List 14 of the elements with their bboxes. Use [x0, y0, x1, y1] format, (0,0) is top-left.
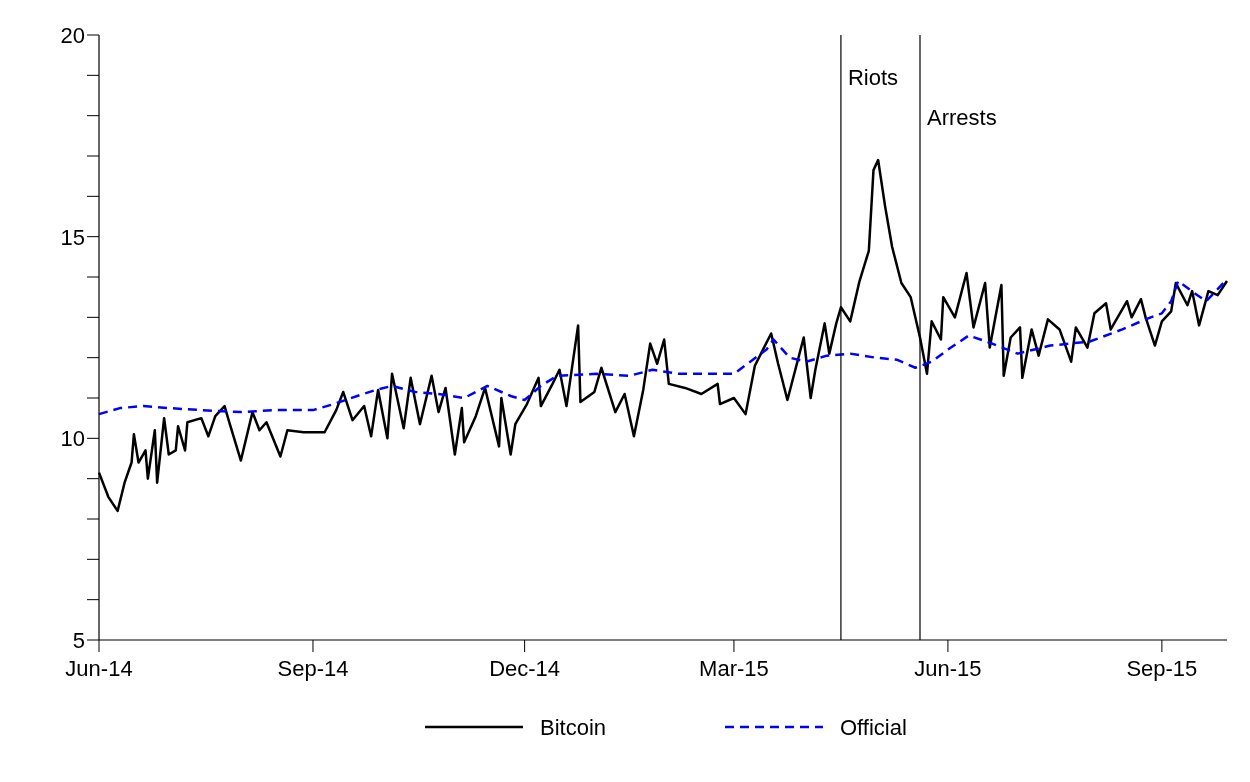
y-tick-label: 10 [60, 426, 85, 452]
x-tick-label: Dec-14 [489, 656, 561, 681]
x-tick-label: Sep-15 [1126, 656, 1198, 681]
y-tick-label: 20 [60, 23, 85, 48]
x-tick-label: Sep-14 [277, 656, 349, 681]
legend-label: Official [840, 715, 907, 740]
ref-line-label: Riots [847, 65, 899, 90]
x-tick-label: Mar-15 [699, 656, 769, 681]
y-tick-label: 15 [60, 224, 85, 250]
y-tick-label: 5 [72, 628, 85, 653]
ref-line-label: Arrests [927, 105, 997, 130]
x-tick-label: Jun-15 [914, 656, 982, 681]
x-tick-label: Jun-14 [65, 656, 133, 681]
legend-label: Bitcoin [540, 715, 607, 740]
